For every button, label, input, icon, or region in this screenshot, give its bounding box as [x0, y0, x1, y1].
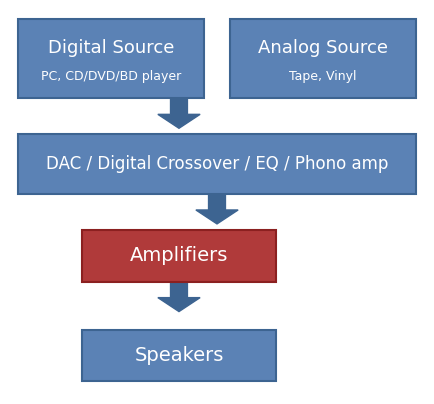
- FancyBboxPatch shape: [82, 230, 276, 282]
- Polygon shape: [196, 194, 238, 224]
- FancyBboxPatch shape: [19, 19, 204, 99]
- FancyBboxPatch shape: [82, 330, 276, 381]
- Polygon shape: [158, 282, 200, 311]
- Text: Digital Source: Digital Source: [48, 39, 174, 57]
- Text: PC, CD/DVD/BD player: PC, CD/DVD/BD player: [41, 69, 181, 82]
- Text: Amplifiers: Amplifiers: [130, 246, 228, 265]
- Text: Speakers: Speakers: [134, 346, 224, 365]
- FancyBboxPatch shape: [230, 19, 415, 99]
- Polygon shape: [158, 99, 200, 128]
- Text: Tape, Vinyl: Tape, Vinyl: [289, 69, 356, 82]
- FancyBboxPatch shape: [19, 134, 415, 194]
- Text: Analog Source: Analog Source: [258, 39, 388, 57]
- Text: DAC / Digital Crossover / EQ / Phono amp: DAC / Digital Crossover / EQ / Phono amp: [46, 155, 388, 173]
